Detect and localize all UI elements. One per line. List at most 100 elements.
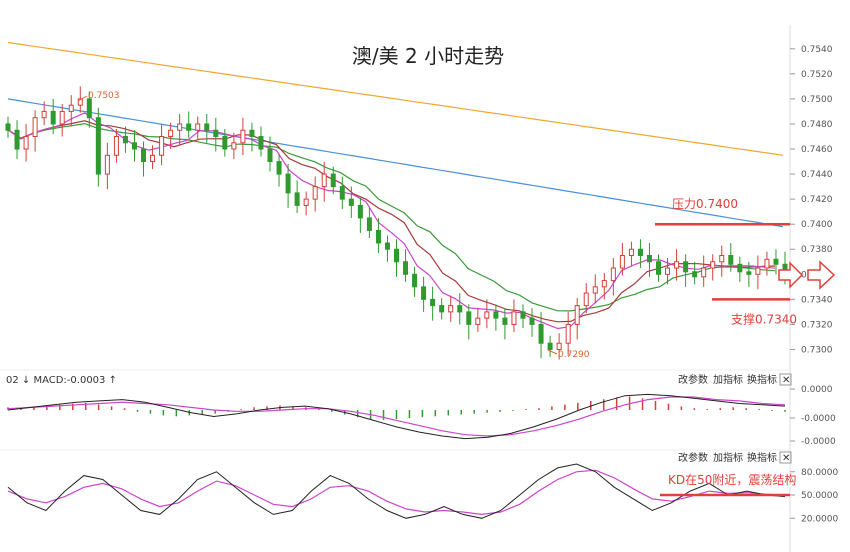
switch-indicator-button-2[interactable]: 换指标 [747,451,777,464]
candle [86,98,92,119]
kdj-annotation: KD在50附近，震荡结构 [668,472,796,487]
candle [547,342,553,350]
add-indicator-button-2[interactable]: 加指标 [713,451,743,464]
params-button[interactable]: 改参数 [678,373,708,386]
candle [737,263,743,273]
candle [23,135,29,150]
candle [683,261,689,273]
candle [357,204,363,219]
candle [466,311,472,325]
candle [348,198,354,206]
price-tick-label: 0.7420 [801,195,833,205]
candle [421,286,427,300]
price-tick-label: 0.7380 [801,245,833,255]
candle [565,323,571,344]
kdj-tick-label: 20.0000 [801,514,838,524]
candle [231,142,237,150]
arrow-right-icon-2 [807,260,836,290]
moving-average-line [7,41,784,156]
candle [168,129,174,137]
switch-indicator-button[interactable]: 换指标 [747,373,777,386]
macd-histogram [7,396,786,420]
candle [141,148,147,163]
high-marker: 0.7503 [88,91,120,101]
moving-average-line [7,120,776,323]
price-axis: 0.7540 0.7520 0.7500 0.7480 0.7460 0.7440 0.74… [790,45,833,355]
price-tick-label: 0.7540 [801,45,833,55]
candle [701,267,707,278]
candle [728,255,734,265]
moving-average-line [7,98,784,228]
price-tick-label: 0.7440 [801,170,833,180]
candle [529,317,535,325]
candle [303,198,309,206]
candle [339,186,345,200]
candle [249,129,255,137]
candle [412,273,418,288]
candle [746,271,752,275]
candle [321,173,327,188]
candle [294,192,300,206]
candle [710,261,716,269]
candle [159,135,165,156]
candle [439,305,445,313]
candle [375,229,381,244]
candle [195,123,201,131]
candle [403,261,409,275]
candle [592,286,598,294]
candle [556,342,562,350]
macd-signal-line [7,396,786,437]
candle [5,123,11,131]
close-icon-box-2[interactable] [779,451,792,464]
candle [619,255,625,269]
price-tick-label: 0.7460 [801,145,833,155]
close-icon-2[interactable]: ✕ [782,453,790,464]
candle [538,323,544,344]
candle [520,311,526,319]
candle [384,242,390,250]
moving-average-line [7,122,776,312]
low-marker: 0.7290 [558,350,590,360]
price-tick-label: 0.7520 [801,70,833,80]
candle [59,110,65,125]
candle [258,135,264,150]
candle [583,292,589,307]
close-icon[interactable]: ✕ [782,375,790,386]
candle [773,258,779,265]
candle [113,135,119,156]
candle [131,142,137,150]
add-indicator-button[interactable]: 加指标 [713,373,743,386]
candle [77,98,83,106]
macd-header: 02 ↓ MACD:-0.0003 ↑ [6,375,117,386]
params-button-2[interactable]: 改参数 [678,451,708,464]
candle [601,280,607,288]
candlesticks [5,86,788,360]
price-tick-label: 0.7320 [801,320,833,330]
candle [393,248,400,263]
candle [475,317,481,325]
candle [68,104,74,112]
price-tick-label: 0.7480 [801,120,833,130]
candle [330,173,336,188]
price-tick-label: 0.7340 [801,295,833,305]
close-icon-box[interactable] [779,373,792,386]
candle [312,186,318,200]
kdj-lines [7,463,786,519]
candle [41,110,47,119]
macd-axis: 0.0000 -0.0000 -0.0000 [790,385,836,447]
price-panel: 澳/美 2 小时走势 0.7540 0.7520 0.7500 0.7480 0.746… [5,41,836,360]
arrow-right-icon [778,261,804,289]
candle [646,255,652,263]
candle [674,261,680,269]
candle [484,311,490,319]
kdj-axis: 80.0000 50.0000 20.0000 [790,468,838,524]
candle [32,117,38,137]
kdj-panel: 改参数 加指标 换指标 ✕ 80.0000 50.0000 20.0000 KD在5… [0,449,838,524]
candle [276,161,282,175]
candle [267,148,273,163]
kdj-tick-label: 50.0000 [801,491,838,501]
candle [222,135,228,150]
candle [104,154,110,175]
macd-tick-label: 0.0000 [801,385,833,395]
price-tick-label: 0.7400 [801,220,833,230]
